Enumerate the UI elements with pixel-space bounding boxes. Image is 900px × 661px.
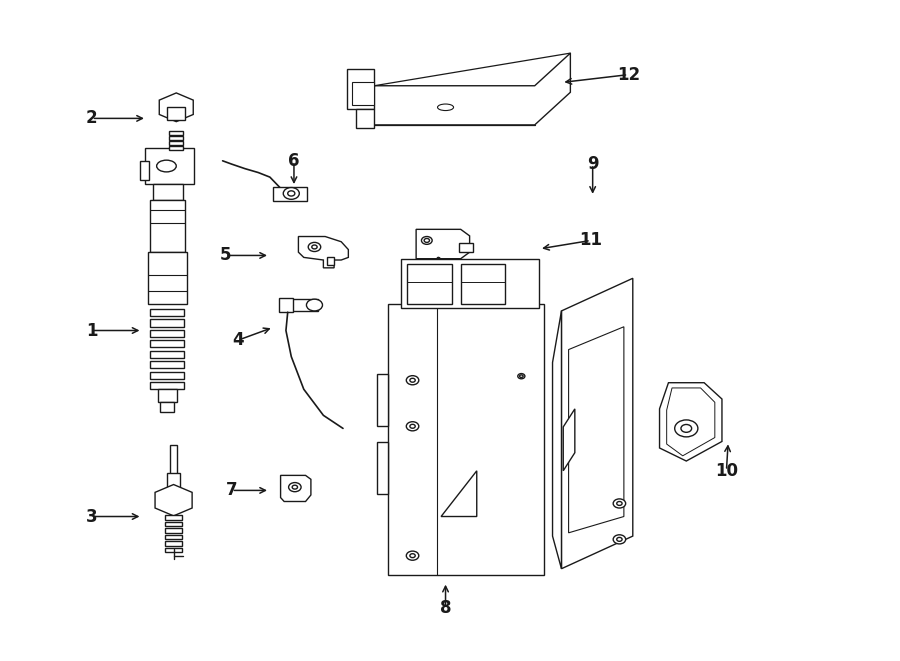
Polygon shape (281, 475, 310, 502)
Bar (165, 535, 183, 539)
Bar (170, 445, 177, 474)
Circle shape (410, 554, 415, 558)
Circle shape (406, 422, 419, 431)
Polygon shape (155, 485, 192, 516)
Text: 3: 3 (86, 508, 97, 525)
Circle shape (284, 188, 300, 200)
Bar (165, 522, 183, 526)
Bar (327, 257, 334, 265)
Bar (165, 541, 183, 546)
Bar (150, 371, 184, 379)
Circle shape (675, 420, 698, 437)
Bar (150, 330, 184, 337)
Bar (274, 187, 307, 201)
Text: 5: 5 (220, 247, 231, 264)
Bar (160, 402, 175, 412)
Bar (150, 351, 184, 358)
Text: 8: 8 (440, 599, 451, 617)
Bar (169, 131, 184, 135)
Polygon shape (553, 311, 562, 568)
Bar (158, 389, 177, 403)
Bar (165, 515, 183, 520)
Bar (150, 319, 184, 327)
Circle shape (406, 551, 419, 561)
Bar (283, 299, 318, 311)
Polygon shape (569, 327, 624, 533)
Bar (148, 253, 187, 305)
Bar (165, 548, 183, 553)
Bar (461, 264, 505, 305)
Bar (459, 243, 473, 253)
Circle shape (424, 239, 429, 243)
Polygon shape (299, 237, 348, 268)
Bar (167, 473, 180, 490)
Bar (514, 364, 537, 372)
Circle shape (292, 485, 298, 489)
Ellipse shape (306, 299, 322, 311)
Bar (165, 528, 183, 533)
Text: 6: 6 (288, 152, 300, 170)
Polygon shape (356, 108, 374, 128)
Polygon shape (416, 229, 470, 258)
Polygon shape (562, 278, 633, 568)
Bar (167, 107, 185, 120)
Bar (377, 374, 388, 426)
Circle shape (410, 424, 415, 428)
Polygon shape (667, 388, 715, 456)
Circle shape (613, 499, 626, 508)
Bar (377, 442, 388, 494)
Bar (145, 148, 194, 184)
Circle shape (311, 245, 317, 249)
Circle shape (616, 502, 622, 506)
Bar (279, 298, 293, 312)
Bar (169, 147, 184, 150)
Circle shape (421, 237, 432, 245)
Ellipse shape (157, 160, 176, 172)
Circle shape (519, 375, 523, 377)
Polygon shape (563, 409, 575, 471)
Bar (407, 264, 452, 305)
Bar (169, 136, 184, 140)
Text: 1: 1 (86, 321, 97, 340)
Text: 4: 4 (232, 331, 244, 349)
Bar (169, 141, 184, 145)
Circle shape (289, 483, 302, 492)
Ellipse shape (437, 104, 454, 110)
Polygon shape (159, 93, 194, 122)
Text: 7: 7 (226, 481, 238, 500)
Bar (388, 305, 544, 575)
Bar (150, 382, 184, 389)
Circle shape (681, 424, 691, 432)
Bar (150, 340, 184, 348)
Circle shape (613, 535, 626, 544)
Bar (149, 200, 185, 253)
Bar (150, 361, 184, 368)
Polygon shape (352, 83, 374, 105)
Text: 11: 11 (580, 231, 602, 249)
Circle shape (410, 378, 415, 382)
Text: 12: 12 (616, 65, 640, 84)
Circle shape (288, 191, 295, 196)
Polygon shape (347, 69, 374, 108)
Polygon shape (441, 471, 477, 516)
Text: 9: 9 (587, 155, 599, 173)
Polygon shape (374, 53, 571, 125)
Text: 10: 10 (715, 462, 738, 480)
Polygon shape (660, 383, 722, 461)
Text: 2: 2 (86, 109, 97, 128)
Circle shape (616, 537, 622, 541)
Bar (150, 309, 184, 316)
Circle shape (406, 375, 419, 385)
Circle shape (308, 243, 320, 252)
Circle shape (518, 373, 525, 379)
Bar (401, 258, 539, 307)
Bar (140, 161, 148, 180)
Bar (153, 184, 183, 200)
